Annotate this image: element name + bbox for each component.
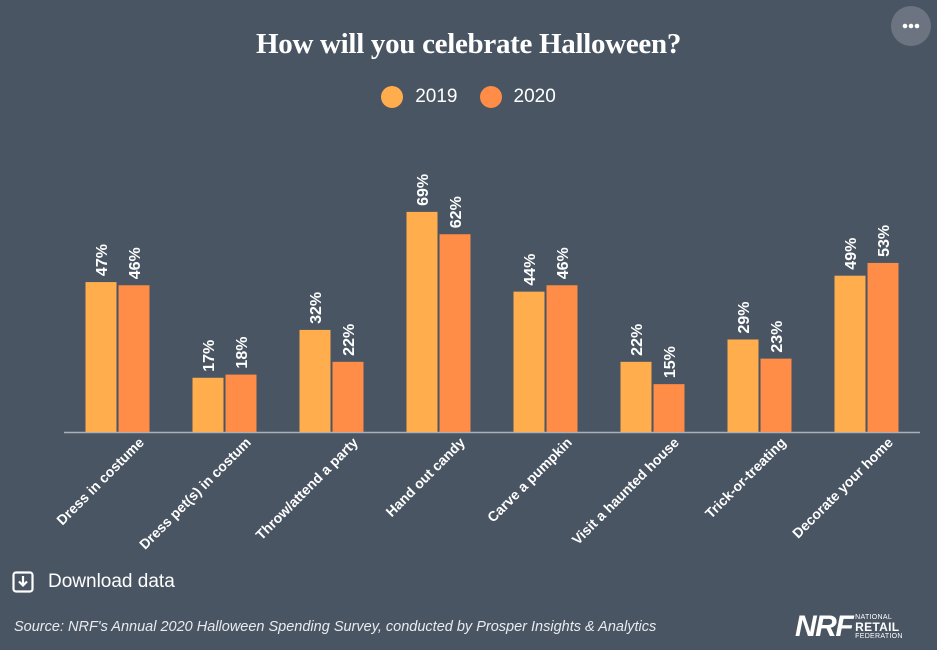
data-label-2020-3: 62%: [448, 196, 465, 228]
data-label-2019-1: 17%: [201, 340, 218, 372]
bar-2020-3[interactable]: [439, 234, 471, 432]
category-label-2: Throw/attend a party: [252, 434, 361, 543]
data-label-2020-1: 18%: [234, 337, 251, 369]
data-label-2019-5: 22%: [629, 324, 646, 356]
category-label-1: Dress pet(s) in costum: [136, 434, 254, 552]
more-icon: [902, 23, 920, 29]
legend-label-2020: 2020: [513, 86, 556, 107]
data-label-2020-7: 53%: [876, 225, 893, 257]
bar-2020-4[interactable]: [546, 285, 578, 432]
source-note: Source: NRF's Annual 2020 Halloween Spen…: [14, 619, 657, 635]
data-label-2020-4: 46%: [555, 247, 572, 279]
nrf-logo-text: NATIONAL RETAIL FEDERATION: [855, 614, 903, 641]
nrf-logo-line1: NATIONAL: [855, 613, 893, 621]
download-data-button[interactable]: Download data: [12, 571, 175, 593]
data-label-2019-0: 47%: [94, 244, 111, 276]
more-options-button[interactable]: [891, 6, 931, 46]
chart-legend: 2019 2020: [0, 86, 937, 108]
legend-label-2019: 2019: [415, 86, 458, 107]
bar-2020-6[interactable]: [760, 358, 792, 432]
bar-2019-3[interactable]: [406, 211, 438, 432]
bar-2020-1[interactable]: [225, 374, 257, 432]
category-label-6: Trick-or-treating: [702, 434, 789, 521]
legend-item-2020: 2020: [479, 86, 556, 108]
data-label-2020-0: 46%: [127, 247, 144, 279]
category-label-0: Dress in costume: [53, 434, 147, 528]
bar-chart: 47% 46% Dress in costume 17% 18% Dress pet(s)…: [53, 174, 920, 552]
data-label-2019-6: 29%: [736, 301, 753, 333]
bar-2020-7[interactable]: [867, 262, 899, 432]
chart-title: How will you celebrate Halloween?: [255, 28, 682, 60]
bar-2019-2[interactable]: [299, 329, 331, 432]
bar-2020-5[interactable]: [653, 384, 685, 432]
bar-2019-6[interactable]: [727, 339, 759, 432]
bar-2019-0[interactable]: [85, 282, 117, 432]
data-label-2019-7: 49%: [843, 238, 860, 270]
category-label-5: Visit a haunted house: [569, 434, 683, 548]
data-label-2019-2: 32%: [308, 292, 325, 324]
download-data-label: Download data: [48, 571, 175, 592]
download-icon: [12, 571, 34, 593]
data-label-2020-6: 23%: [769, 321, 786, 353]
nrf-logo-line3: FEDERATION: [855, 632, 903, 640]
data-label-2019-3: 69%: [415, 174, 432, 206]
legend-item-2019: 2019: [381, 86, 458, 108]
bar-2019-4[interactable]: [513, 291, 545, 432]
data-label-2019-4: 44%: [522, 254, 539, 286]
category-label-4: Carve a pumpkin: [484, 434, 575, 525]
legend-swatch-2019: [381, 86, 404, 108]
legend-swatch-2020: [479, 86, 502, 108]
category-label-3: Hand out candy: [382, 434, 468, 520]
data-label-2020-2: 22%: [341, 324, 358, 356]
bar-2020-2[interactable]: [332, 361, 364, 432]
nrf-logo: NRF NATIONAL RETAIL FEDERATION: [795, 612, 903, 642]
nrf-logo-mark: NRF: [795, 610, 854, 643]
bar-2019-5[interactable]: [620, 361, 652, 432]
bar-2019-1[interactable]: [192, 377, 224, 432]
bar-2020-0[interactable]: [118, 285, 150, 432]
category-label-7: Decorate your home: [789, 434, 896, 541]
bar-2019-7[interactable]: [834, 275, 866, 432]
data-label-2020-5: 15%: [662, 346, 679, 378]
nrf-logo-line2: RETAIL: [855, 619, 900, 634]
